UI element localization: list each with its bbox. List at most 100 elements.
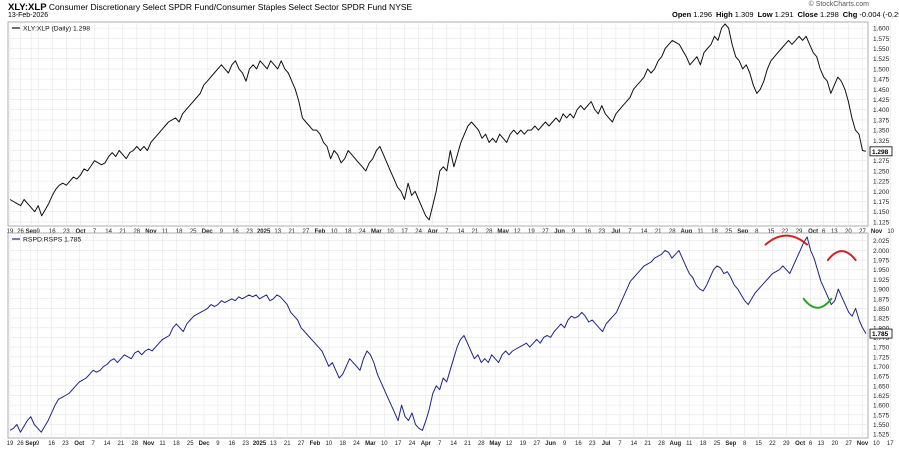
ratio-panel-frame xyxy=(7,21,869,227)
rsp-panel-ytick: 2.000 xyxy=(873,248,890,255)
symbol-description: Consumer Discretionary Select SPDR Fund/… xyxy=(48,2,413,12)
ratio-panel-xtick: Nov xyxy=(871,229,883,235)
rsp-panel-xtick: 19 xyxy=(520,441,527,447)
ratio-panel-xtick: 9 xyxy=(572,229,576,235)
rsp-panel-ytick: 1.700 xyxy=(873,364,890,371)
ratio-panel-xtick: 18 xyxy=(345,229,352,235)
ratio-panel-xtick: 17 xyxy=(401,229,408,235)
ratio-panel-xtick: 28 xyxy=(669,229,676,235)
ratio-panel-xtick: Dec xyxy=(202,229,214,235)
ratio-panel-xtick: 10 xyxy=(331,229,338,235)
rsp-panel-ytick: 1.675 xyxy=(873,374,890,381)
rsp-panel-frame xyxy=(7,232,869,439)
rsp-panel-xtick: 21 xyxy=(118,441,125,447)
rsp-panel-xtick: 10 xyxy=(325,441,332,447)
ratio-panel-xtick: 14 xyxy=(641,229,648,235)
rsp-panel-xtick: Oct xyxy=(74,441,84,447)
ratio-panel-ytick: 1.150 xyxy=(873,209,890,216)
rsp-panel-xtick: 28 xyxy=(131,441,138,447)
rsp-panel-xtick: Jul xyxy=(602,441,611,447)
ratio-panel-ytick: 1.400 xyxy=(873,107,890,114)
ohlc-key-open: Open xyxy=(672,10,694,19)
rsp-panel-ytick: 1.650 xyxy=(873,383,890,390)
ratio-panel-xtick: 23 xyxy=(63,229,70,235)
rsp-panel-xtick: 21 xyxy=(464,441,471,447)
rsp-panel-xtick: 14 xyxy=(630,441,637,447)
rsp-panel-xtick: 23 xyxy=(589,441,596,447)
ohlc-value-open: 1.296 xyxy=(693,10,713,19)
ratio-panel-xtick: Sep xyxy=(737,229,748,235)
ratio-panel-ytick: 1.175 xyxy=(873,199,890,206)
rsp-panel-xtick: 7 xyxy=(92,441,96,447)
rsp-panel-xtick: 16 xyxy=(48,441,55,447)
rsp-panel-xtick: 23 xyxy=(242,441,249,447)
ratio-panel-ytick: 1.425 xyxy=(873,97,890,104)
ratio-panel-xtick: 7 xyxy=(628,229,632,235)
ratio-panel-xtick: 15 xyxy=(768,229,775,235)
rsp-panel-ytick: 1.625 xyxy=(873,393,890,400)
rsp-panel-ytick: 2.025 xyxy=(873,238,890,245)
ratio-panel-xtick: 20 xyxy=(845,229,852,235)
ratio-panel-xtick: 16 xyxy=(49,229,56,235)
ratio-panel-xtick: 21 xyxy=(288,229,295,235)
ratio-panel-xtick: 21 xyxy=(655,229,662,235)
rsp-panel-xtick: 6 xyxy=(809,441,813,447)
ratio-panel-ytick: 1.500 xyxy=(873,66,890,73)
ratio-panel-series-line xyxy=(9,23,867,221)
ratio-panel-ytick: 1.475 xyxy=(873,77,890,84)
rsp-panel-xtick: 24 xyxy=(409,441,416,447)
ratio-panel-xtick: 14 xyxy=(458,229,465,235)
rsp-panel-xtick: 18 xyxy=(700,441,707,447)
rsp-panel-xtick: 10 xyxy=(873,441,880,447)
rsp-panel-xtick: 11 xyxy=(159,441,166,447)
rsp-panel-xtick: 9 xyxy=(216,441,220,447)
rsp-panel-xtick: 19 xyxy=(7,441,14,447)
ratio-panel-ytick: 1.200 xyxy=(873,189,890,196)
ratio-panel-xtick: Oct xyxy=(808,229,818,235)
ratio-panel-xtick: 11 xyxy=(162,229,169,235)
ratio-panel-xtick: 27 xyxy=(859,229,866,235)
rsp-panel-title: RSPD:RSPS 1.785 xyxy=(23,237,81,244)
rsp-panel-ytick: 1.550 xyxy=(873,422,890,429)
rsp-panel-ytick: 1.600 xyxy=(873,403,890,410)
ratio-panel-xtick: Jul xyxy=(612,229,621,235)
rsp-panel-xtick: Apr xyxy=(421,441,432,447)
ratio-panel-xtick: 16 xyxy=(232,229,239,235)
rsp-panel-xtick: 26 xyxy=(17,441,24,447)
rsp-panel-last-value: 1.785 xyxy=(872,331,889,338)
ratio-panel-xtick: 28 xyxy=(486,229,493,235)
rsp-panel-xtick: 17 xyxy=(395,441,402,447)
rsp-panel-xtick: 15 xyxy=(755,441,762,447)
rsp-panel-xtick: 11 xyxy=(686,441,693,447)
ratio-panel-ytick: 1.600 xyxy=(873,26,890,33)
ratio-panel-last-value: 1.298 xyxy=(872,149,889,156)
ratio-panel-xtick: 28 xyxy=(133,229,140,235)
rsp-panel-xtick: 25 xyxy=(187,441,194,447)
ohlc-readout: Open 1.296 High 1.309 Low 1.291 Close 1.298… xyxy=(672,10,899,19)
rsp-panel-ytick: 1.575 xyxy=(873,412,890,419)
ratio-panel-xtick: Feb xyxy=(315,229,326,235)
rsp-panel-ytick: 1.825 xyxy=(873,316,890,323)
rsp-panel-ytick: 1.950 xyxy=(873,267,890,274)
rsp-panel-annotation-red-arc xyxy=(764,234,809,246)
ratio-panel-xtick: 11 xyxy=(697,229,704,235)
ratio-panel-ytick: 1.550 xyxy=(873,46,890,53)
rsp-panel-ytick: 1.525 xyxy=(873,432,890,439)
ratio-panel-xtick: 2025 xyxy=(257,229,271,235)
ratio-panel-xtick: Apr xyxy=(428,229,439,235)
ratio-panel-xtick: 18 xyxy=(711,229,718,235)
rsp-panel-xtick: 10 xyxy=(381,441,388,447)
rsp-panel-xtick: Nov xyxy=(857,441,869,447)
ratio-panel-xtick: 24 xyxy=(415,229,422,235)
ratio-panel-xtick: 13 xyxy=(274,229,281,235)
ratio-panel-xtick: Nov xyxy=(145,229,157,235)
brand-logo: © StockCharts.com xyxy=(808,1,869,8)
ratio-panel-xtick: 19 xyxy=(528,229,535,235)
rsp-panel-xtick: Dec xyxy=(199,441,211,447)
rsp-panel-xtick: 17 xyxy=(887,441,894,447)
rsp-panel-xtick: Jun xyxy=(545,441,556,447)
ratio-panel-ytick: 1.325 xyxy=(873,138,890,145)
chart-date: 13-Feb-2026 xyxy=(8,12,49,19)
rsp-panel-xtick: Oct xyxy=(795,441,805,447)
